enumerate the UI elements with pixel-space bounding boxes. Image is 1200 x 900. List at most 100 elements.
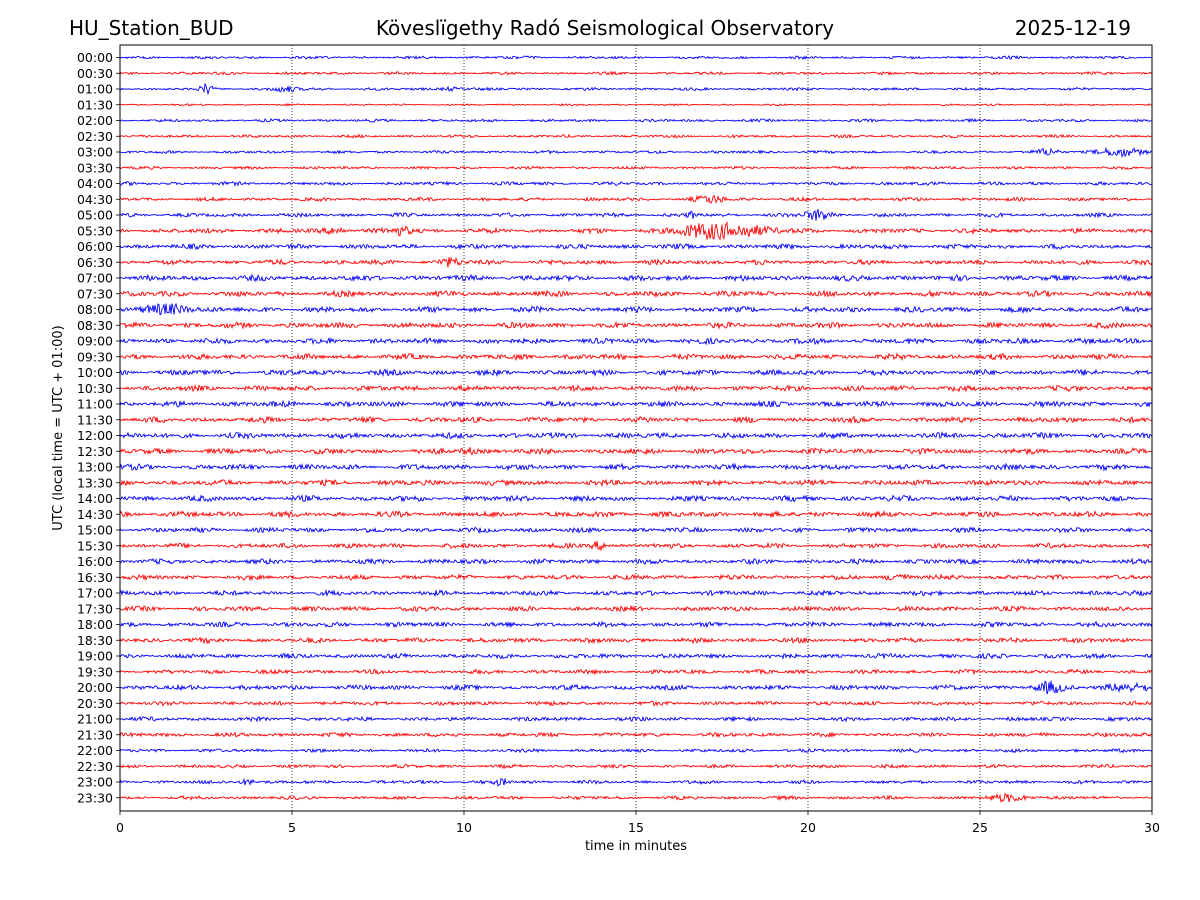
y-tick-label: 12:30 (77, 444, 113, 459)
y-tick-label: 12:00 (77, 428, 113, 443)
trace-row (119, 777, 1153, 787)
y-tick-label: 15:30 (77, 538, 113, 553)
y-tick-label: 04:00 (77, 176, 113, 191)
y-tick-label: 03:30 (77, 160, 113, 175)
trace-row (119, 399, 1153, 409)
y-tick-label: 22:00 (77, 743, 113, 758)
y-tick-label: 04:30 (77, 192, 113, 207)
trace-row (119, 55, 1153, 60)
y-tick-label: 07:30 (77, 286, 113, 301)
y-tick-label: 21:00 (77, 712, 113, 727)
trace-row (119, 652, 1153, 660)
trace-row (119, 146, 1153, 158)
y-tick-label: 00:00 (77, 50, 113, 65)
trace-row (119, 792, 1153, 804)
y-tick-label: 10:00 (77, 365, 113, 380)
trace-row (119, 668, 1153, 676)
trace-row (119, 573, 1153, 582)
trace-row (119, 636, 1153, 645)
trace-row (119, 242, 1153, 251)
y-tick-label: 13:30 (77, 475, 113, 490)
y-tick-label: 20:00 (77, 680, 113, 695)
trace-row (119, 83, 1153, 96)
trace-row (119, 273, 1153, 283)
y-tick-label: 17:30 (77, 601, 113, 616)
trace-row (119, 352, 1153, 362)
vertical-gridlines (291, 45, 981, 811)
trace-row (119, 103, 1153, 107)
trace-row (119, 731, 1153, 739)
y-tick-label: 11:00 (77, 397, 113, 412)
trace-row (119, 526, 1153, 535)
y-tick-label: 14:00 (77, 491, 113, 506)
y-tick-label: 08:30 (77, 318, 113, 333)
y-tick-label: 05:30 (77, 223, 113, 238)
trace-row (119, 180, 1153, 187)
y-tick-label: 15:00 (77, 523, 113, 538)
trace-row (119, 209, 1153, 221)
trace-row (119, 700, 1153, 707)
trace-row (119, 540, 1153, 552)
x-tick-label: 0 (116, 820, 124, 835)
trace-row (119, 588, 1153, 598)
trace-row (119, 70, 1153, 77)
station-name: HU_Station_BUD (69, 16, 234, 40)
trace-row (119, 117, 1153, 124)
y-tick-label: 06:00 (77, 239, 113, 254)
trace-row (119, 494, 1153, 503)
y-tick-label: 02:00 (77, 113, 113, 128)
trace-row (119, 430, 1153, 440)
trace-row (119, 289, 1153, 298)
y-axis-label: UTC (local time = UTC + 01:00) (51, 325, 66, 530)
trace-row (119, 715, 1153, 723)
y-tick-label: 19:00 (77, 649, 113, 664)
x-tick-label: 15 (628, 820, 644, 835)
y-tick-label: 03:00 (77, 145, 113, 160)
y-tick-label: 14:30 (77, 507, 113, 522)
x-axis-ticks: 0 5 10 15 20 25 30 (116, 811, 1160, 835)
trace-row (119, 133, 1153, 139)
y-tick-label: 08:00 (77, 302, 113, 317)
seismic-traces (119, 55, 1153, 804)
y-axis-ticks: 00:0000:3001:0001:3002:0002:3003:0003:30… (77, 50, 120, 805)
y-tick-label: 20:30 (77, 696, 113, 711)
y-tick-label: 23:30 (77, 790, 113, 805)
trace-row (119, 415, 1153, 425)
trace-row (119, 256, 1153, 268)
y-tick-label: 21:30 (77, 727, 113, 742)
trace-row (119, 557, 1153, 566)
trace-row (119, 302, 1153, 316)
trace-row (119, 336, 1153, 346)
y-tick-label: 02:30 (77, 129, 113, 144)
x-axis-label: time in minutes (585, 839, 687, 854)
observatory-title: Köveslïgethy Radó Seismological Observat… (376, 16, 834, 40)
trace-row (119, 604, 1153, 613)
y-tick-label: 01:00 (77, 82, 113, 97)
trace-row (119, 509, 1153, 519)
y-tick-label: 10:30 (77, 381, 113, 396)
y-tick-label: 16:00 (77, 554, 113, 569)
trace-row (119, 747, 1153, 754)
x-tick-label: 5 (288, 820, 296, 835)
trace-row (119, 447, 1153, 456)
y-tick-label: 16:30 (77, 570, 113, 585)
trace-row (119, 680, 1153, 695)
trace-row (119, 221, 1153, 241)
trace-row (119, 320, 1153, 330)
x-tick-label: 25 (972, 820, 988, 835)
y-tick-label: 07:00 (77, 271, 113, 286)
y-tick-label: 19:30 (77, 664, 113, 679)
trace-row (119, 620, 1153, 629)
trace-row (119, 478, 1153, 488)
trace-row (119, 383, 1153, 393)
y-tick-label: 09:00 (77, 334, 113, 349)
x-tick-label: 30 (1144, 820, 1160, 835)
trace-row (119, 763, 1153, 770)
y-tick-label: 01:30 (77, 97, 113, 112)
y-tick-label: 18:00 (77, 617, 113, 632)
y-tick-label: 05:00 (77, 208, 113, 223)
x-tick-label: 20 (800, 820, 816, 835)
x-tick-label: 10 (456, 820, 472, 835)
